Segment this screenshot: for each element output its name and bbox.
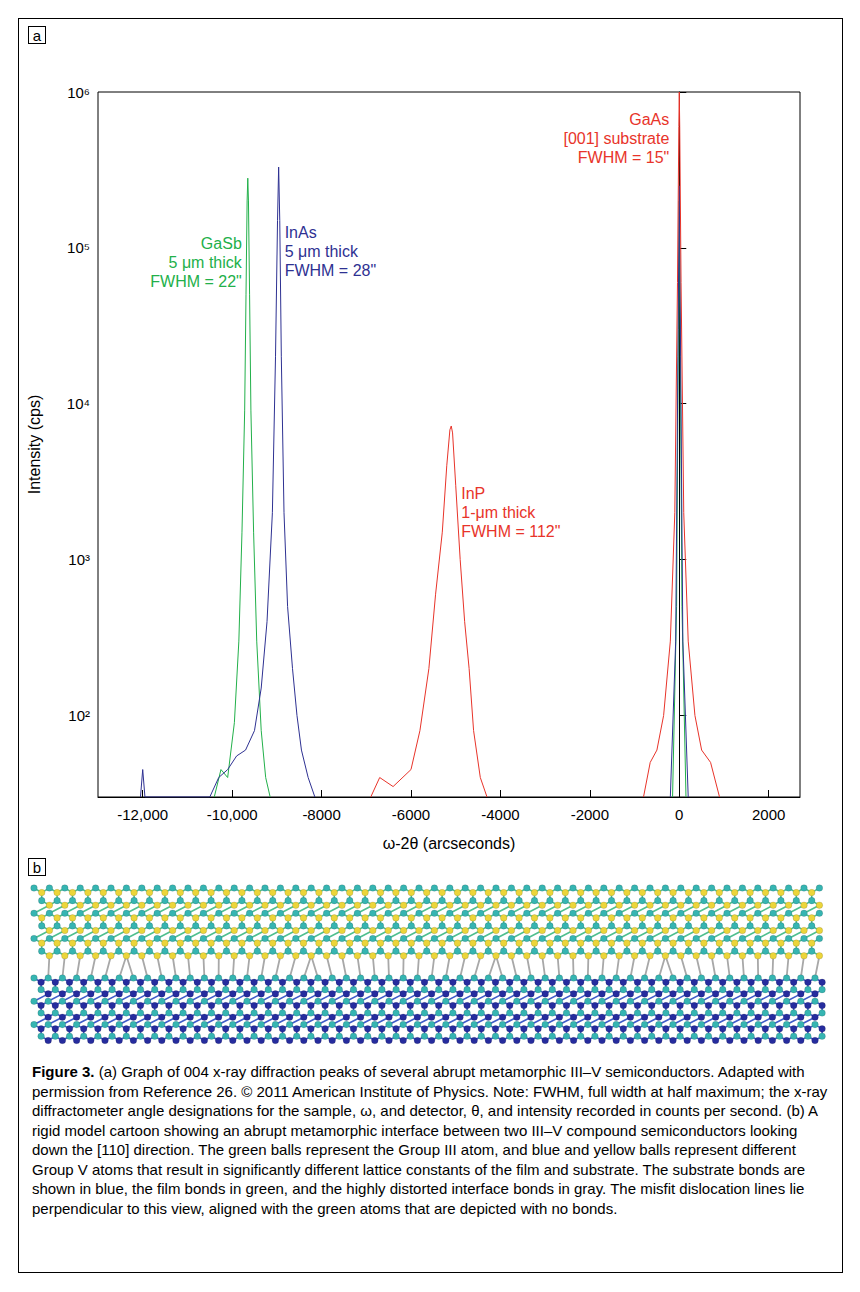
svg-text:0: 0 xyxy=(675,806,683,823)
html-text:Figure 3. (a) Graph of 004 x-r: Figure 3. (a) Graph of 004 x-ray diffrac… xyxy=(32,1063,828,1217)
svg-text:FWHM = 112": FWHM = 112" xyxy=(461,523,560,540)
svg-text:-2000: -2000 xyxy=(571,806,609,823)
svg-text:2000: 2000 xyxy=(752,806,785,823)
svg-text:5 μm thick: 5 μm thick xyxy=(285,243,359,260)
svg-text:-10,000: -10,000 xyxy=(207,806,258,823)
svg-text:[001] substrate: [001] substrate xyxy=(563,130,669,147)
svg-text:5 μm thick: 5 μm thick xyxy=(169,254,243,271)
svg-text:10⁴: 10⁴ xyxy=(67,395,90,412)
svg-text:-8000: -8000 xyxy=(302,806,340,823)
svg-text:FWHM = 15": FWHM = 15" xyxy=(578,149,669,166)
html-text:a: a xyxy=(32,27,42,44)
svg-text:InAs: InAs xyxy=(285,224,317,241)
svg-text:-12,000: -12,000 xyxy=(117,806,168,823)
svg-text:10⁵: 10⁵ xyxy=(67,239,90,256)
svg-text:FWHM = 22": FWHM = 22" xyxy=(150,273,241,290)
svg-text:-6000: -6000 xyxy=(392,806,430,823)
svg-text:10³: 10³ xyxy=(68,551,90,568)
svg-text:GaAs: GaAs xyxy=(629,111,669,128)
svg-text:ω-2θ (arcseconds): ω-2θ (arcseconds) xyxy=(383,835,516,852)
svg-text:InP: InP xyxy=(461,485,485,502)
svg-text:GaSb: GaSb xyxy=(201,235,242,252)
svg-text:1-μm thick: 1-μm thick xyxy=(461,504,536,521)
svg-text:10²: 10² xyxy=(68,707,90,724)
svg-text:Intensity (cps): Intensity (cps) xyxy=(26,395,43,495)
svg-text:-4000: -4000 xyxy=(481,806,519,823)
svg-text:FWHM = 28": FWHM = 28" xyxy=(285,262,376,279)
html-text:b: b xyxy=(32,859,42,876)
svg-text:10⁶: 10⁶ xyxy=(67,84,90,101)
